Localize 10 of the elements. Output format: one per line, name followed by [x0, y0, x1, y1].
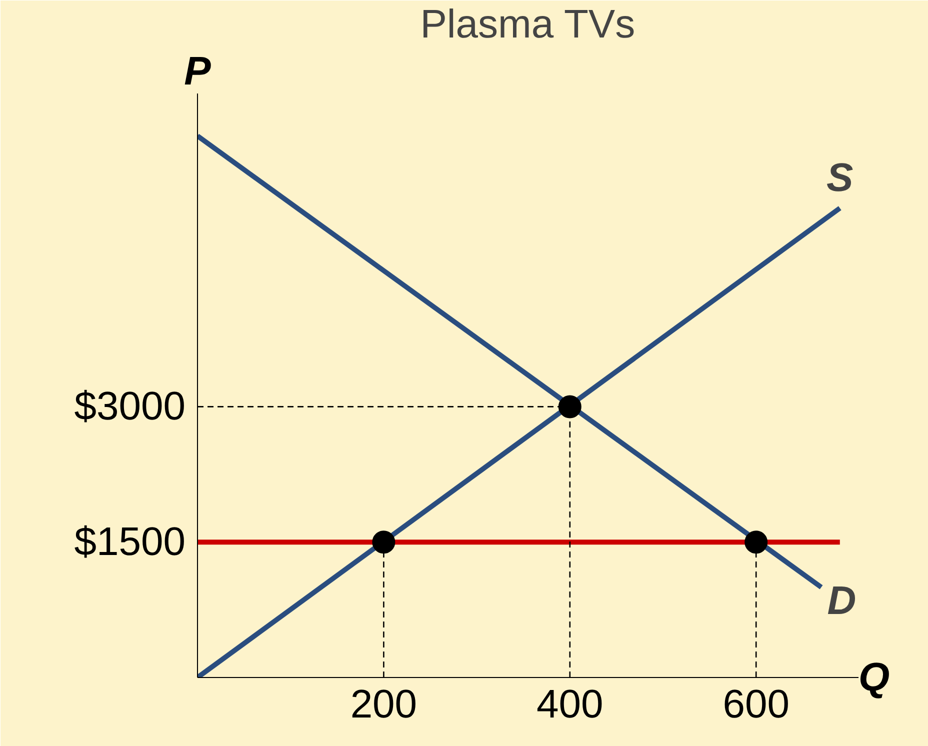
chart-title: Plasma TVs: [420, 2, 636, 46]
x-tick-label: 200: [350, 682, 418, 726]
x-tick-label: 400: [536, 682, 604, 726]
series-label: S: [826, 156, 854, 200]
y-tick-label: $3000: [74, 384, 186, 429]
x-axis-title: Q: [858, 656, 890, 700]
series-label: D: [827, 579, 856, 624]
x-tick-label: 600: [722, 682, 790, 726]
y-axis-title: P: [184, 50, 212, 94]
y-tick-label: $1500: [74, 520, 186, 564]
